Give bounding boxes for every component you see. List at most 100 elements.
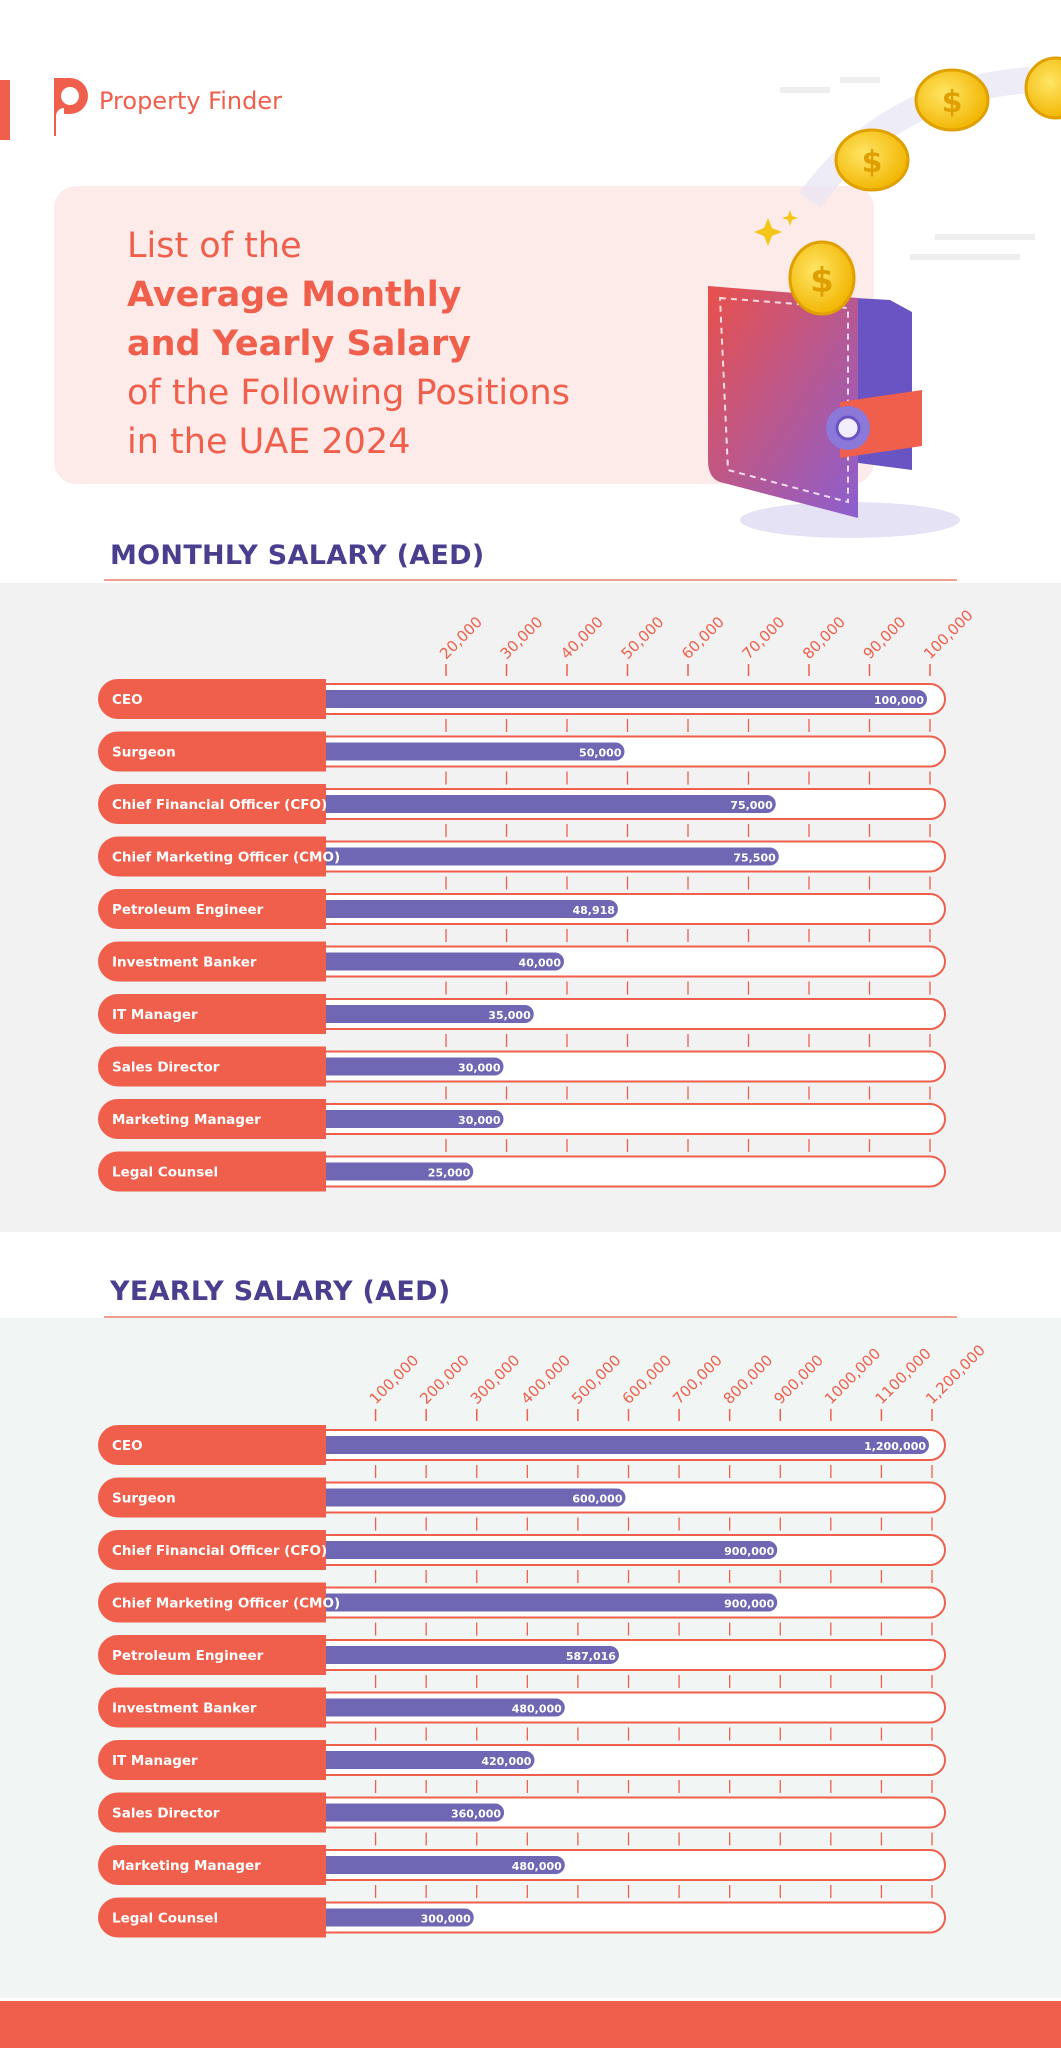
yearly-category-label: Chief Financial Officer (CFO) [112,1543,327,1559]
yearly-bar [316,1436,929,1454]
monthly-category-pill [98,941,326,982]
monthly-category-pill [98,1099,326,1139]
monthly-category-pill [98,784,326,824]
yearly-value-label: 480,000 [512,1703,562,1716]
monthly-category-pill [98,679,326,719]
monthly-bar [316,795,776,813]
yearly-category-label: Surgeon [112,1491,176,1507]
yearly-tick-label: 900,000 [770,1351,827,1408]
yearly-category-pill-edge [300,1582,326,1623]
monthly-value-label: 25,000 [428,1167,471,1180]
monthly-category-pill-edge [300,994,326,1034]
monthly-chart-title: MONTHLY SALARY (AED) [110,540,485,571]
hero-title: List of the Average Monthly and Yearly S… [127,222,647,467]
yearly-category-pill-edge [300,1792,326,1833]
yearly-bar [316,1908,474,1927]
monthly-category-pill [98,731,326,772]
yearly-category-pill-edge [300,1425,326,1465]
monthly-value-label: 75,500 [733,852,776,865]
yearly-value-label: 300,000 [421,1913,471,1926]
monthly-value-label: 75,000 [730,799,773,812]
brand-name: Property Finder [99,87,282,115]
yearly-bar [316,1593,778,1612]
monthly-category-pill [98,1151,326,1192]
monthly-bar [316,1057,504,1076]
yearly-category-pill [98,1687,326,1728]
yearly-category-pill-edge [300,1530,326,1570]
yearly-bar [316,1488,626,1507]
yearly-category-pill [98,1530,326,1570]
monthly-value-label: 100,000 [874,694,924,707]
monthly-bar [316,1005,534,1023]
hero-line-1: List of the [127,226,302,266]
monthly-value-label: 30,000 [458,1114,501,1127]
wallet-illustration: $ $ $ [708,56,1061,538]
monthly-category-label: Surgeon [112,745,176,761]
edge-accent-mark [0,80,10,140]
monthly-title-rule [104,579,957,581]
monthly-category-label: Sales Director [112,1060,220,1076]
yearly-category-pill [98,1635,326,1675]
yearly-category-pill-edge [300,1635,326,1675]
yearly-value-label: 900,000 [724,1598,774,1611]
monthly-category-pill-edge [300,784,326,824]
monthly-category-label: Marketing Manager [112,1112,261,1128]
yearly-value-label: 420,000 [481,1755,531,1768]
hero-line-3: and Yearly Salary [127,324,472,364]
yearly-category-label: Legal Counsel [112,1911,218,1927]
monthly-bar [316,1110,504,1128]
monthly-bar [316,690,927,708]
property-finder-logo-icon [54,78,88,136]
yearly-category-label: Petroleum Engineer [112,1648,264,1664]
yearly-value-label: 1,200,000 [864,1440,926,1453]
yearly-bar [316,1803,505,1822]
yearly-tick-label: 300,000 [467,1351,524,1408]
yearly-category-pill [98,1740,326,1780]
monthly-category-label: IT Manager [112,1007,198,1023]
yearly-category-pill-edge [300,1687,326,1728]
yearly-bar [316,1751,535,1769]
yearly-value-label: 587,016 [566,1650,616,1663]
yearly-value-label: 600,000 [572,1493,622,1506]
monthly-category-pill-edge [300,941,326,982]
yearly-category-label: Investment Banker [112,1701,257,1717]
yearly-bar [316,1646,619,1664]
monthly-value-label: 35,000 [488,1009,531,1022]
yearly-tick-label: 800,000 [720,1351,777,1408]
yearly-bar [316,1698,565,1717]
monthly-category-label: Chief Marketing Officer (CMO) [112,850,340,866]
monthly-category-pill [98,889,326,929]
yearly-category-label: Marketing Manager [112,1858,261,1874]
hero-line-5: in the UAE 2024 [127,422,411,462]
yearly-category-pill [98,1845,326,1885]
yearly-category-pill-edge [300,1897,326,1938]
yearly-category-pill [98,1425,326,1465]
yearly-category-pill [98,1897,326,1938]
monthly-category-pill-edge [300,1151,326,1192]
yearly-category-pill-edge [300,1477,326,1518]
monthly-bar [316,742,625,761]
monthly-value-label: 50,000 [579,747,622,760]
yearly-tick-label: 400,000 [517,1351,574,1408]
monthly-bar [316,952,564,971]
yearly-tick-label: 1,200,000 [922,1341,989,1408]
monthly-category-pill-edge [300,1099,326,1139]
monthly-category-label: Investment Banker [112,955,257,971]
yearly-title-rule [104,1316,957,1318]
yearly-category-pill [98,1792,326,1833]
monthly-category-pill [98,836,326,877]
yearly-category-pill-edge [300,1845,326,1885]
yearly-category-pill [98,1582,326,1623]
monthly-category-label: CEO [112,692,143,708]
yearly-category-label: IT Manager [112,1753,198,1769]
yearly-category-label: CEO [112,1438,143,1454]
yearly-value-label: 480,000 [512,1860,562,1873]
yearly-tick-label: 200,000 [416,1351,473,1408]
monthly-category-pill-edge [300,836,326,877]
monthly-value-label: 40,000 [519,957,562,970]
hero-line-2: Average Monthly [127,275,462,315]
yearly-category-pill-edge [300,1740,326,1780]
monthly-category-pill-edge [300,1046,326,1087]
monthly-category-label: Legal Counsel [112,1165,218,1181]
